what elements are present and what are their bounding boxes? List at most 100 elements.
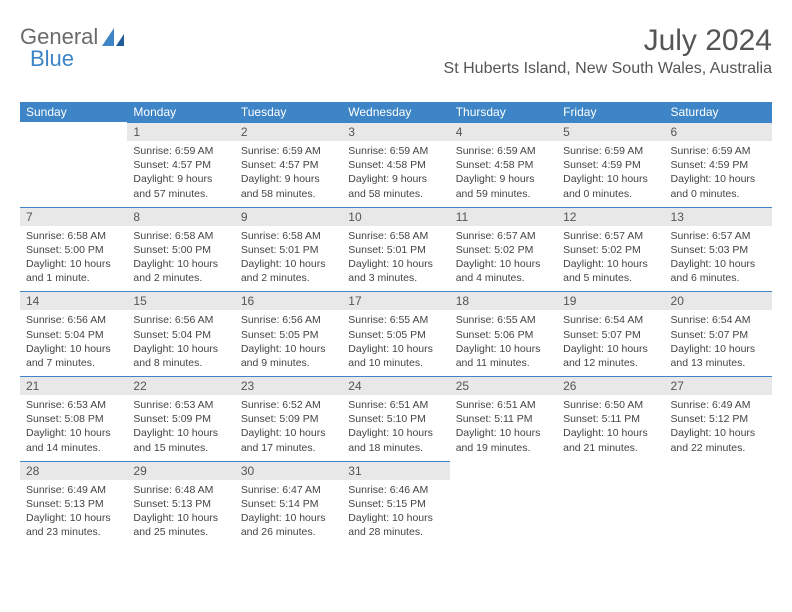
sunrise-text: Sunrise: 6:46 AM [348,483,443,497]
month-title: July 2024 [444,24,772,58]
daylight-text: Daylight: 10 hours and 6 minutes. [671,257,766,285]
daylight-text: Daylight: 10 hours and 0 minutes. [671,172,766,200]
calendar-cell: 1Sunrise: 6:59 AMSunset: 4:57 PMDaylight… [127,122,234,207]
day-number: 6 [665,122,772,141]
day-number: 10 [342,207,449,226]
sunrise-text: Sunrise: 6:53 AM [133,398,228,412]
day-number: 16 [235,291,342,310]
day-details: Sunrise: 6:59 AMSunset: 4:58 PMDaylight:… [342,141,449,207]
calendar-cell: 8Sunrise: 6:58 AMSunset: 5:00 PMDaylight… [127,207,234,292]
daylight-text: Daylight: 10 hours and 26 minutes. [241,511,336,539]
day-details: Sunrise: 6:49 AMSunset: 5:13 PMDaylight:… [20,480,127,546]
day-details: Sunrise: 6:53 AMSunset: 5:08 PMDaylight:… [20,395,127,461]
calendar-cell: 21Sunrise: 6:53 AMSunset: 5:08 PMDayligh… [20,376,127,461]
daylight-text: Daylight: 10 hours and 8 minutes. [133,342,228,370]
sunrise-text: Sunrise: 6:54 AM [671,313,766,327]
day-details: Sunrise: 6:59 AMSunset: 4:59 PMDaylight:… [557,141,664,207]
sunrise-text: Sunrise: 6:59 AM [563,144,658,158]
calendar-cell: 15Sunrise: 6:56 AMSunset: 5:04 PMDayligh… [127,291,234,376]
day-details: Sunrise: 6:51 AMSunset: 5:10 PMDaylight:… [342,395,449,461]
sunset-text: Sunset: 5:01 PM [348,243,443,257]
daylight-text: Daylight: 10 hours and 14 minutes. [26,426,121,454]
sunset-text: Sunset: 4:57 PM [241,158,336,172]
day-number: 2 [235,122,342,141]
calendar-cell: 16Sunrise: 6:56 AMSunset: 5:05 PMDayligh… [235,291,342,376]
day-details: Sunrise: 6:58 AMSunset: 5:01 PMDaylight:… [342,226,449,292]
day-details: Sunrise: 6:58 AMSunset: 5:01 PMDaylight:… [235,226,342,292]
calendar-week-row: 28Sunrise: 6:49 AMSunset: 5:13 PMDayligh… [20,461,772,546]
sunset-text: Sunset: 5:13 PM [26,497,121,511]
calendar-cell: 3Sunrise: 6:59 AMSunset: 4:58 PMDaylight… [342,122,449,207]
sunset-text: Sunset: 5:15 PM [348,497,443,511]
sunset-text: Sunset: 5:00 PM [26,243,121,257]
sunrise-text: Sunrise: 6:58 AM [26,229,121,243]
day-number: 20 [665,291,772,310]
sunset-text: Sunset: 5:13 PM [133,497,228,511]
calendar-cell: 28Sunrise: 6:49 AMSunset: 5:13 PMDayligh… [20,461,127,546]
daylight-text: Daylight: 10 hours and 28 minutes. [348,511,443,539]
day-number: 19 [557,291,664,310]
daylight-text: Daylight: 10 hours and 9 minutes. [241,342,336,370]
daylight-text: Daylight: 10 hours and 3 minutes. [348,257,443,285]
calendar-head: SundayMondayTuesdayWednesdayThursdayFrid… [20,102,772,122]
sunrise-text: Sunrise: 6:49 AM [671,398,766,412]
daylight-text: Daylight: 9 hours and 59 minutes. [456,172,551,200]
sunset-text: Sunset: 5:04 PM [133,328,228,342]
location-text: St Huberts Island, New South Wales, Aust… [444,60,772,78]
day-details: Sunrise: 6:46 AMSunset: 5:15 PMDaylight:… [342,480,449,546]
sunrise-text: Sunrise: 6:53 AM [26,398,121,412]
daylight-text: Daylight: 9 hours and 58 minutes. [348,172,443,200]
sunrise-text: Sunrise: 6:52 AM [241,398,336,412]
day-details: Sunrise: 6:51 AMSunset: 5:11 PMDaylight:… [450,395,557,461]
day-number: 7 [20,207,127,226]
day-number: 21 [20,376,127,395]
day-number: 8 [127,207,234,226]
day-number: 11 [450,207,557,226]
calendar-cell: 9Sunrise: 6:58 AMSunset: 5:01 PMDaylight… [235,207,342,292]
calendar-cell: 30Sunrise: 6:47 AMSunset: 5:14 PMDayligh… [235,461,342,546]
sunset-text: Sunset: 4:58 PM [456,158,551,172]
sunset-text: Sunset: 5:09 PM [241,412,336,426]
day-header: Saturday [665,102,772,122]
sunrise-text: Sunrise: 6:57 AM [456,229,551,243]
daylight-text: Daylight: 10 hours and 11 minutes. [456,342,551,370]
sunrise-text: Sunrise: 6:50 AM [563,398,658,412]
sunrise-text: Sunrise: 6:57 AM [671,229,766,243]
brand-text-blue: Blue [30,46,74,71]
calendar-cell: 25Sunrise: 6:51 AMSunset: 5:11 PMDayligh… [450,376,557,461]
day-details: Sunrise: 6:54 AMSunset: 5:07 PMDaylight:… [665,310,772,376]
sunset-text: Sunset: 4:57 PM [133,158,228,172]
sunset-text: Sunset: 5:01 PM [241,243,336,257]
sunrise-text: Sunrise: 6:47 AM [241,483,336,497]
day-details: Sunrise: 6:49 AMSunset: 5:12 PMDaylight:… [665,395,772,461]
daylight-text: Daylight: 10 hours and 18 minutes. [348,426,443,454]
sunrise-text: Sunrise: 6:51 AM [456,398,551,412]
day-details: Sunrise: 6:58 AMSunset: 5:00 PMDaylight:… [20,226,127,292]
calendar-cell: 20Sunrise: 6:54 AMSunset: 5:07 PMDayligh… [665,291,772,376]
day-header: Wednesday [342,102,449,122]
day-details: Sunrise: 6:59 AMSunset: 4:59 PMDaylight:… [665,141,772,207]
day-number: 30 [235,461,342,480]
daylight-text: Daylight: 9 hours and 58 minutes. [241,172,336,200]
day-number: 28 [20,461,127,480]
calendar-cell: 22Sunrise: 6:53 AMSunset: 5:09 PMDayligh… [127,376,234,461]
calendar-week-row: 14Sunrise: 6:56 AMSunset: 5:04 PMDayligh… [20,291,772,376]
day-details: Sunrise: 6:48 AMSunset: 5:13 PMDaylight:… [127,480,234,546]
calendar-cell: 24Sunrise: 6:51 AMSunset: 5:10 PMDayligh… [342,376,449,461]
title-block: July 2024 St Huberts Island, New South W… [444,24,772,84]
calendar-cell: 11Sunrise: 6:57 AMSunset: 5:02 PMDayligh… [450,207,557,292]
sunrise-text: Sunrise: 6:54 AM [563,313,658,327]
calendar-cell: 23Sunrise: 6:52 AMSunset: 5:09 PMDayligh… [235,376,342,461]
day-number: 29 [127,461,234,480]
day-number: 26 [557,376,664,395]
day-header: Thursday [450,102,557,122]
sunset-text: Sunset: 5:02 PM [563,243,658,257]
calendar-cell: 10Sunrise: 6:58 AMSunset: 5:01 PMDayligh… [342,207,449,292]
daylight-text: Daylight: 10 hours and 2 minutes. [133,257,228,285]
sunrise-text: Sunrise: 6:59 AM [456,144,551,158]
daylight-text: Daylight: 10 hours and 2 minutes. [241,257,336,285]
sunrise-text: Sunrise: 6:58 AM [133,229,228,243]
day-header: Monday [127,102,234,122]
sunset-text: Sunset: 5:07 PM [671,328,766,342]
day-details: Sunrise: 6:55 AMSunset: 5:05 PMDaylight:… [342,310,449,376]
